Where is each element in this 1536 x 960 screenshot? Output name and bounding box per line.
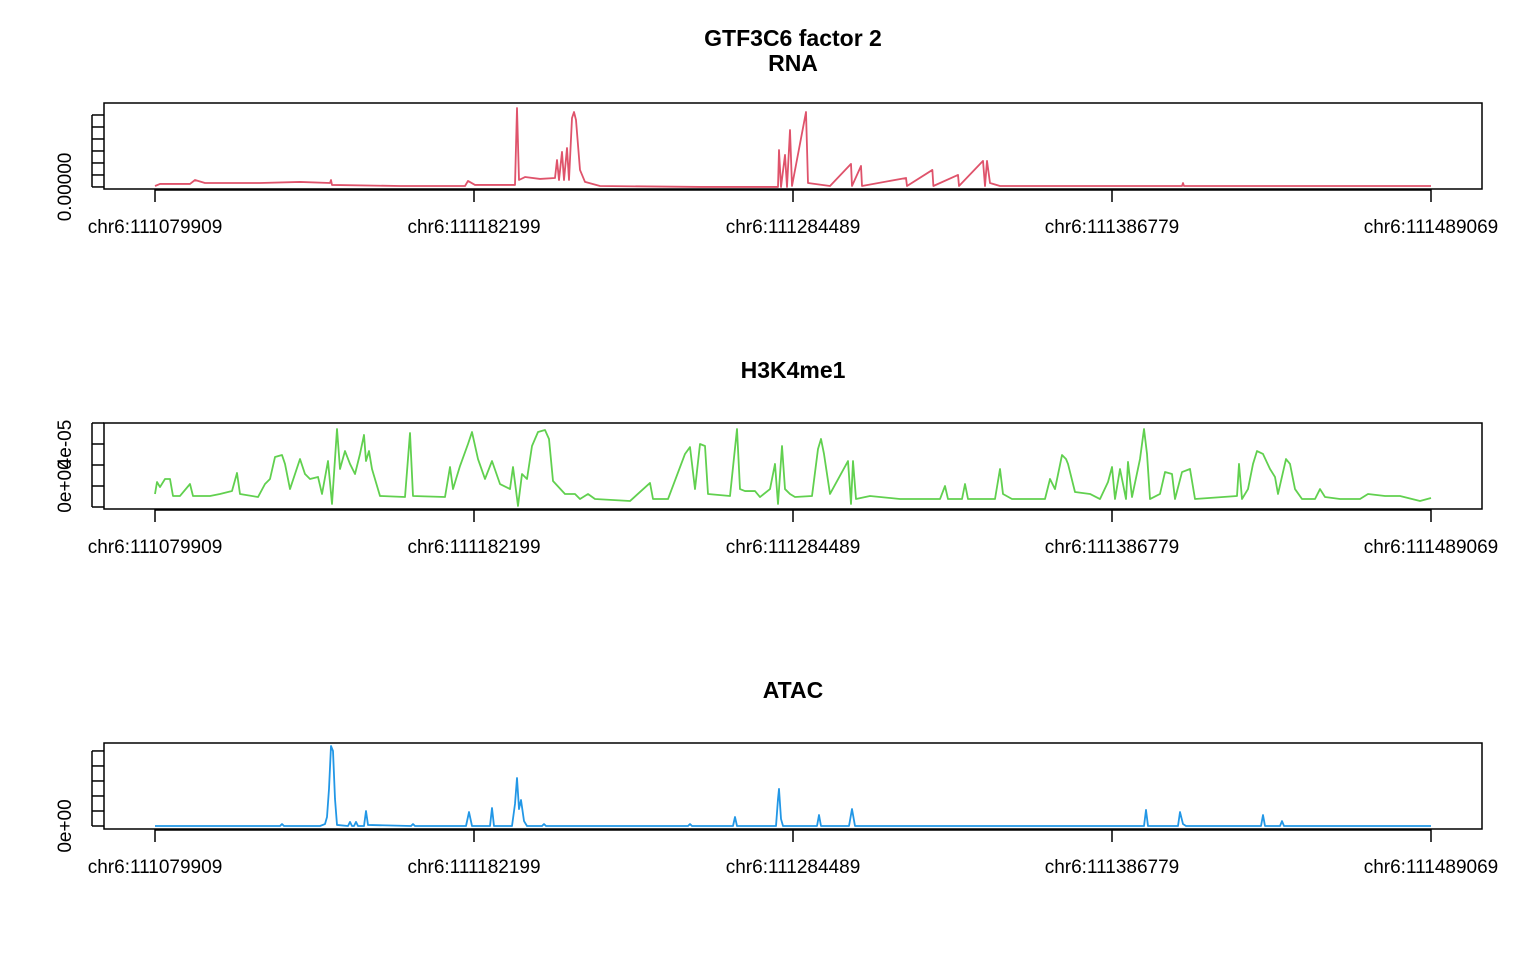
data-line (154, 107, 1431, 188)
chart-title: GTF3C6 factor 2 (704, 25, 882, 51)
x-tick-label: chr6:111284489 (726, 537, 861, 558)
chart-title: H3K4me1 (741, 357, 846, 383)
chart-subtitle: RNA (768, 50, 818, 76)
plot-frame (103, 102, 1483, 190)
x-tick-label: chr6:111182199 (407, 217, 540, 238)
x-tick-label: chr6:111182199 (407, 537, 540, 558)
data-line (155, 745, 1431, 827)
plot-frame (103, 422, 1483, 510)
y-tick-label: 0e+00 (55, 799, 76, 852)
x-tick-label: chr6:111284489 (726, 857, 861, 878)
x-tick-label: chr6:111386779 (1045, 537, 1180, 558)
y-tick-label: 0e+00 (55, 459, 76, 512)
x-tick-label: chr6:111386779 (1045, 217, 1180, 238)
x-tick-label: chr6:111284489 (726, 217, 861, 238)
x-tick-label: chr6:111182199 (407, 857, 540, 878)
plot-frame (103, 742, 1483, 830)
x-tick-label: chr6:111386779 (1045, 857, 1180, 878)
x-tick-label: chr6:111079909 (88, 537, 223, 558)
x-tick-label: chr6:111079909 (88, 217, 223, 238)
data-line (154, 428, 1432, 507)
y-tick-label: 0.00000 (55, 153, 76, 222)
chart-title: ATAC (763, 677, 823, 703)
x-tick-label: chr6:111489069 (1364, 857, 1499, 878)
x-tick-label: chr6:111489069 (1364, 537, 1499, 558)
y-tick-label: 4e-05 (55, 420, 76, 469)
x-tick-label: chr6:111079909 (88, 857, 223, 878)
x-tick-label: chr6:111489069 (1364, 217, 1499, 238)
